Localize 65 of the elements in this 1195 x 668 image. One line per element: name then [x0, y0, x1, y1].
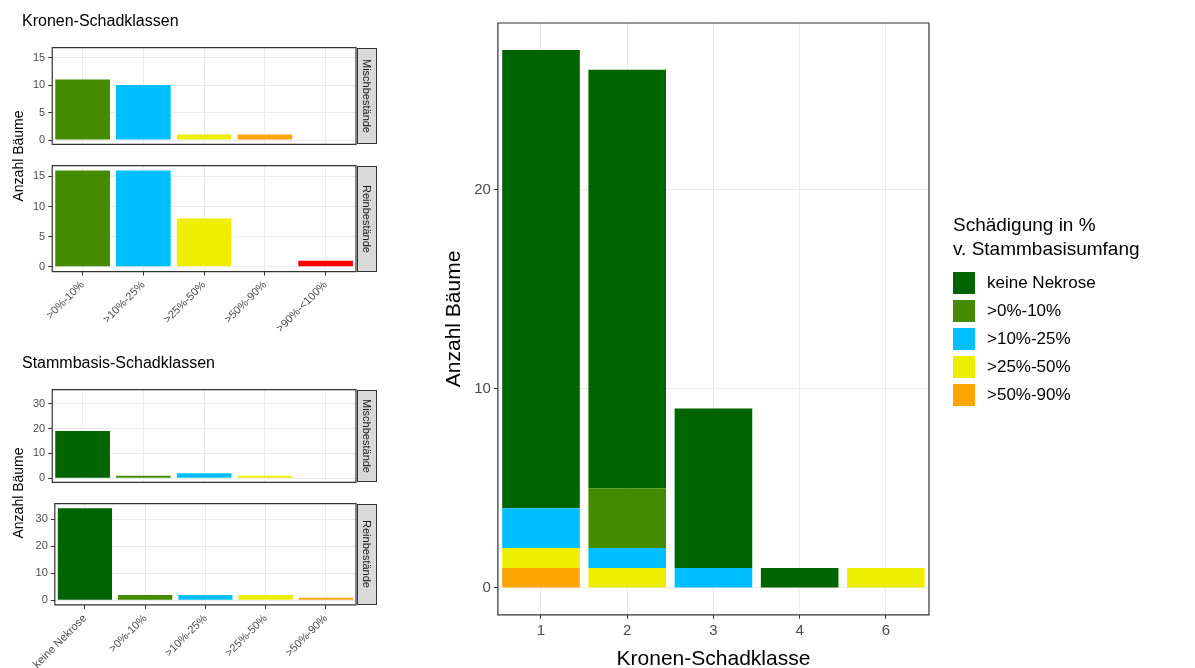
x-axis-title: Kronen-Schadklasse	[616, 646, 811, 668]
x-tick-label: 3	[709, 620, 718, 638]
bar	[588, 69, 667, 489]
y-tick-label: 10	[35, 566, 48, 579]
legend-label: >10%-25%	[987, 329, 1071, 349]
bar	[55, 79, 110, 140]
legend-label: >50%-90%	[987, 385, 1071, 405]
bar	[118, 594, 173, 600]
bar	[176, 218, 232, 267]
y-tick-label: 0	[39, 259, 46, 272]
bar	[116, 170, 171, 267]
y-axis-title: Anzahl Bäume	[10, 447, 26, 539]
y-axis-title: Anzahl Bäume	[441, 250, 465, 388]
bar	[176, 134, 232, 140]
bar	[502, 567, 580, 588]
bar	[588, 567, 667, 588]
legend-label: >25%-50%	[987, 357, 1071, 377]
bar	[55, 431, 110, 478]
bar	[238, 594, 293, 600]
bar	[502, 508, 580, 549]
x-tick-label: 2	[623, 620, 632, 638]
y-tick-label: 5	[39, 229, 46, 242]
bar	[502, 49, 580, 509]
y-tick-label: 15	[32, 169, 46, 182]
y-tick-label: 30	[35, 512, 48, 525]
y-tick-label: 10	[32, 446, 46, 459]
y-tick-label: 0	[39, 133, 46, 146]
x-tick-label: 6	[881, 620, 891, 638]
chart-title: Kronen-Schadklassen	[22, 12, 179, 30]
y-axis-title: Anzahl Bäume	[10, 110, 26, 202]
y-tick-label: 0	[39, 471, 46, 484]
bar	[298, 597, 353, 600]
text: Mischbestände	[361, 58, 373, 133]
y-tick-label: 20	[32, 421, 46, 434]
bar	[176, 473, 232, 478]
text: Reinbestände	[361, 520, 374, 589]
legend-title: Schädigung in % v. Stammbasisumfang	[953, 213, 1140, 261]
text: Reinbestände	[361, 184, 374, 253]
bar	[55, 170, 110, 267]
y-tick-label: 20	[474, 179, 491, 197]
y-tick-label: 10	[32, 199, 46, 212]
y-tick-label: 10	[474, 378, 491, 396]
bar	[588, 488, 667, 549]
y-tick-label: 30	[32, 396, 46, 409]
y-tick-label: 0	[482, 578, 491, 596]
bar	[588, 548, 667, 568]
chart-title: Stammbasis-Schadklassen	[22, 354, 215, 372]
y-tick-label: 0	[41, 593, 48, 606]
y-tick-label: 10	[32, 78, 46, 91]
text: Mischbestände	[361, 398, 373, 473]
y-tick-label: 15	[32, 50, 46, 63]
bar	[237, 134, 293, 140]
bar	[116, 85, 171, 140]
bar	[847, 567, 925, 588]
bar	[674, 408, 753, 568]
x-tick-label: 4	[795, 620, 804, 638]
bar	[298, 260, 353, 267]
x-tick-label: 1	[536, 620, 546, 638]
bar	[57, 508, 113, 600]
bar	[674, 567, 753, 588]
y-tick-label: 5	[39, 105, 46, 118]
bar	[178, 594, 233, 600]
bar	[502, 548, 580, 568]
y-tick-label: 20	[35, 539, 48, 552]
bar	[760, 567, 839, 588]
